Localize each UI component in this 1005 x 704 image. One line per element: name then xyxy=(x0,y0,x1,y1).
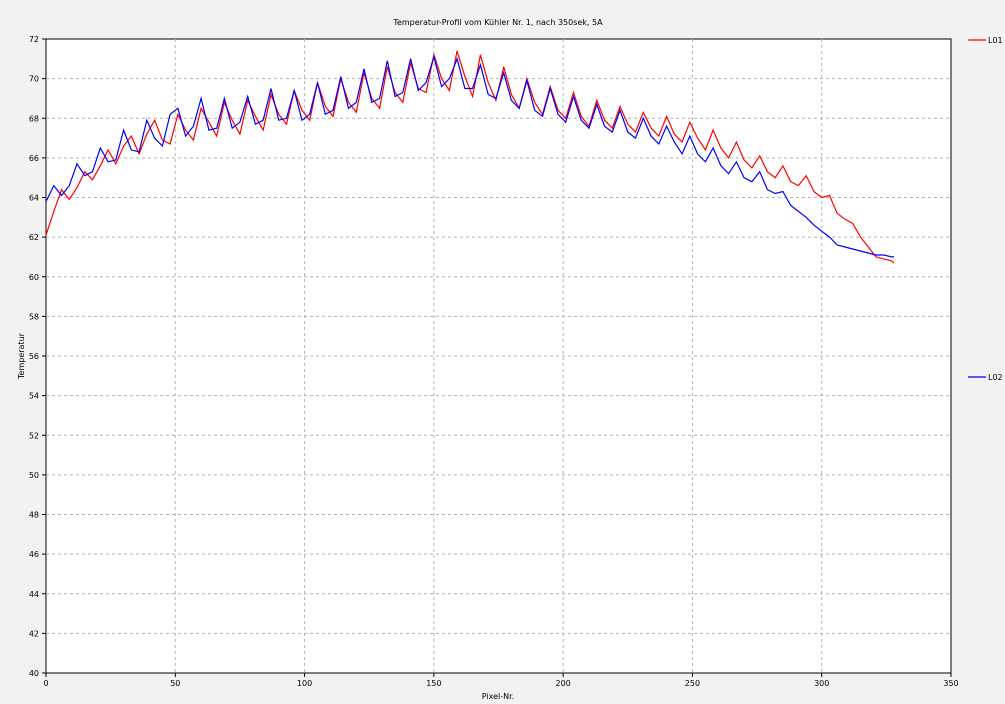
x-tick-label: 300 xyxy=(814,679,829,688)
series-line-l02 xyxy=(45,54,895,258)
y-tick-label: 50 xyxy=(29,471,39,480)
y-tick-label: 54 xyxy=(29,392,39,401)
axes xyxy=(42,38,952,677)
x-axis-label: Pixel-Nr. xyxy=(482,692,514,701)
y-tick-label: 58 xyxy=(29,312,39,321)
legend: L01 L02 xyxy=(968,36,1003,382)
y-tick-label: 68 xyxy=(29,114,39,123)
tick-labels: 40 42 44 46 48 50 52 54 56 58 60 62 64 66 68 70 72 0 50 100… xyxy=(29,35,959,688)
y-tick-label: 60 xyxy=(29,273,39,282)
series-lines xyxy=(45,50,895,264)
y-tick-label: 72 xyxy=(29,35,39,44)
x-tick-label: 250 xyxy=(685,679,700,688)
grid xyxy=(46,39,951,673)
y-tick-label: 62 xyxy=(29,233,39,242)
y-axis-label: Temperatur xyxy=(17,332,26,380)
y-tick-label: 70 xyxy=(29,75,39,84)
y-tick-label: 56 xyxy=(29,352,39,361)
x-tick-label: 150 xyxy=(426,679,441,688)
x-tick-label: 50 xyxy=(170,679,180,688)
legend-label-l01: L01 xyxy=(988,36,1003,45)
x-tick-label: 0 xyxy=(43,679,48,688)
y-tick-label: 66 xyxy=(29,154,39,163)
legend-label-l02: L02 xyxy=(988,373,1003,382)
x-tick-label: 100 xyxy=(297,679,312,688)
y-tick-label: 52 xyxy=(29,431,39,440)
y-tick-label: 44 xyxy=(29,590,39,599)
chart-title: Temperatur-Profil vom Kühler Nr. 1, nach… xyxy=(392,18,603,27)
x-tick-label: 350 xyxy=(943,679,958,688)
y-tick-label: 64 xyxy=(29,194,39,203)
y-tick-label: 48 xyxy=(29,511,39,520)
x-tick-label: 200 xyxy=(556,679,571,688)
y-tick-label: 42 xyxy=(29,629,39,638)
y-tick-label: 40 xyxy=(29,669,39,678)
y-tick-label: 46 xyxy=(29,550,39,559)
